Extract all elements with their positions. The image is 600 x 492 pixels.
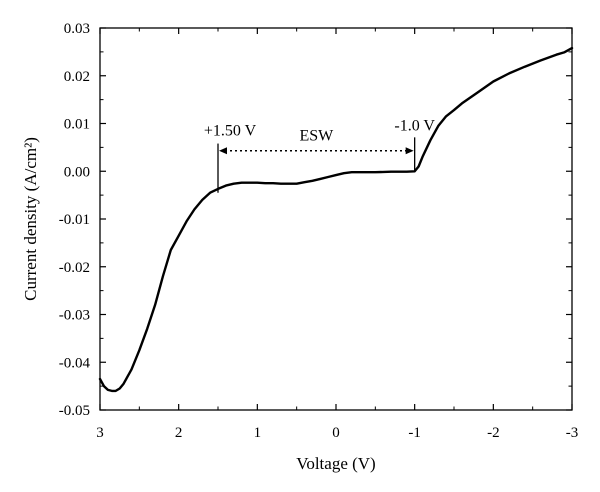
data-line: [98, 46, 574, 393]
y-tick-label: 0.02: [64, 69, 90, 85]
annotation-right-label: -1.0 V: [394, 117, 435, 134]
y-tick-label: -0.05: [59, 403, 90, 419]
y-tick-label: -0.03: [59, 308, 90, 324]
x-tick-label: 0: [332, 425, 340, 441]
y-tick-label: -0.02: [59, 260, 90, 276]
y-tick-label: 0.01: [64, 117, 90, 133]
x-tick-label: -1: [408, 425, 421, 441]
y-tick-label: -0.04: [59, 355, 91, 371]
x-tick-label: 1: [254, 425, 262, 441]
plot-frame: [99, 27, 573, 411]
annotations-group: +1.50 V -1.0 V ESW: [204, 117, 435, 193]
x-tick-label: -2: [487, 425, 500, 441]
x-tick-label: -3: [566, 425, 579, 441]
y-axis-title: Current density (A/cm²): [21, 137, 40, 301]
ticks-group: [99, 27, 573, 411]
plot-frame-group: [99, 27, 573, 411]
y-tick-label: -0.01: [59, 212, 90, 228]
tick-labels-group: 3 2 1 0 -1 -2 -3 -0.05 -0.04 -0.03 -0.02 -0.01 0.00 0…: [59, 21, 579, 441]
esw-arrowhead-right: [405, 147, 414, 155]
y-tick-label: 0.03: [64, 21, 90, 37]
x-axis-title: Voltage (V): [296, 454, 375, 473]
annotation-left-label: +1.50 V: [204, 123, 257, 140]
esw-arrowhead-left: [219, 147, 227, 155]
y-tick-label: 0.00: [64, 164, 90, 180]
x-tick-label: 2: [175, 425, 183, 441]
x-tick-label: 3: [96, 425, 104, 441]
esw-label: ESW: [299, 128, 334, 145]
